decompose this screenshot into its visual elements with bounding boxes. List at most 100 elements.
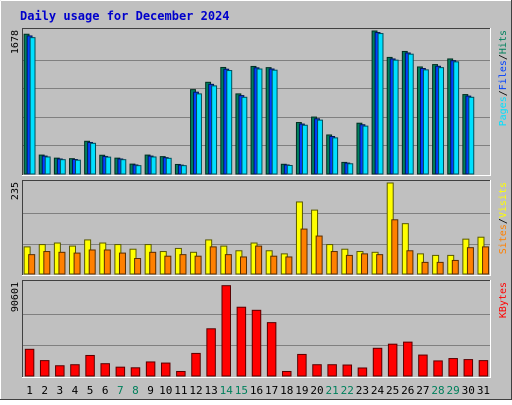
bar-kbytes-day-18	[282, 370, 292, 377]
bar-kbytes-day-31	[478, 360, 489, 377]
day-label: 20	[310, 384, 323, 397]
day-label: 12	[189, 384, 202, 397]
bar-kbytes-day-9	[145, 361, 156, 377]
bar-sites-day-13	[209, 246, 217, 275]
bar-sites-day-30	[466, 247, 474, 275]
bar-pages-day-3	[59, 159, 66, 175]
bar-pages-day-2	[44, 156, 51, 175]
day-label: 3	[57, 384, 64, 397]
legend-entry: Files	[498, 60, 509, 90]
bar-pages-day-29	[453, 61, 460, 175]
bar-pages-day-21	[332, 137, 339, 175]
bar-sites-day-26	[406, 250, 414, 275]
legend-entry: Visits	[498, 182, 509, 218]
panel-visits-sites: 235 Sites/Visits	[10, 180, 509, 276]
bar-sites-day-3	[58, 251, 66, 275]
bar-sites-day-8	[134, 258, 142, 275]
bar-kbytes-day-17	[266, 322, 277, 377]
legend-entry: /	[498, 54, 509, 60]
bar-pages-day-6	[105, 156, 112, 175]
day-label: 13	[204, 384, 217, 397]
bar-kbytes-day-7	[115, 366, 126, 377]
bar-sites-day-4	[73, 252, 81, 275]
bar-sites-day-27	[421, 261, 429, 275]
bar-pages-day-17	[271, 69, 278, 175]
bar-kbytes-day-11	[176, 370, 186, 377]
bar-sites-day-20	[315, 235, 323, 275]
bar-pages-day-22	[347, 163, 354, 175]
bar-kbytes-day-2	[39, 360, 50, 377]
bar-kbytes-day-19	[297, 353, 307, 377]
bar-kbytes-day-23	[357, 367, 368, 377]
bar-sites-day-15	[240, 256, 247, 275]
bar-sites-day-11	[179, 254, 187, 275]
chart-title: Daily usage for December 2024	[20, 9, 230, 23]
bar-pages-day-4	[75, 159, 81, 175]
bar-sites-day-9	[149, 251, 157, 275]
bar-pages-day-20	[317, 119, 323, 175]
bar-sites-day-23	[361, 253, 369, 275]
bar-kbytes-day-5	[85, 354, 95, 377]
bar-sites-day-19	[300, 228, 308, 275]
bar-kbytes-day-10	[160, 362, 171, 377]
bar-pages-day-26	[407, 53, 414, 175]
bar-kbytes-day-6	[100, 363, 110, 377]
day-label: 31	[477, 384, 490, 397]
legend-entry: KBytes	[498, 282, 509, 318]
legend-entry: Hits	[498, 30, 509, 54]
bar-kbytes-day-13	[206, 328, 216, 377]
bar-sites-day-17	[270, 255, 278, 275]
day-label: 18	[280, 384, 293, 397]
bar-kbytes-day-21	[327, 364, 337, 377]
bar-pages-day-27	[422, 69, 429, 175]
bar-kbytes-day-16	[251, 309, 262, 377]
bar-sites-day-7	[118, 252, 126, 275]
bar-kbytes-day-25	[387, 343, 398, 377]
day-label: 7	[117, 384, 124, 397]
bar-visits-day-26	[401, 223, 409, 275]
legend-entry: /	[498, 90, 509, 96]
bar-pages-day-14	[226, 70, 233, 175]
day-label: 24	[371, 384, 385, 397]
bar-kbytes-day-20	[312, 364, 322, 377]
day-label: 10	[159, 384, 172, 397]
bar-pages-day-11	[180, 165, 187, 175]
day-label: 2	[41, 384, 48, 397]
bar-sites-day-2	[43, 251, 51, 275]
bar-kbytes-day-30	[463, 359, 474, 377]
axis-max-label: 235	[10, 182, 21, 200]
bar-kbytes-day-1	[24, 348, 35, 377]
bar-pages-day-24	[377, 33, 384, 175]
bar-kbytes-day-15	[236, 306, 247, 377]
bar-pages-day-7	[120, 159, 127, 175]
bar-sites-day-10	[164, 255, 172, 275]
day-label: 11	[174, 384, 187, 397]
day-label: 16	[250, 384, 263, 397]
legend-entry: Sites	[498, 224, 509, 254]
bar-pages-day-9	[150, 156, 157, 175]
day-label: 5	[87, 384, 94, 397]
day-label: 14	[220, 384, 234, 397]
day-label: 26	[401, 384, 414, 397]
bar-sites-day-22	[345, 254, 353, 275]
bar-kbytes-day-26	[403, 341, 413, 377]
bar-kbytes-day-28	[433, 360, 443, 377]
bar-sites-day-25	[391, 219, 399, 275]
chart-panels: 1678Pages/Files/Hits235Sites/Visits90601…	[10, 28, 509, 378]
bar-pages-day-25	[392, 59, 399, 175]
bar-pages-day-23	[362, 125, 369, 175]
bar-pages-day-16	[256, 68, 263, 175]
day-label: 22	[341, 384, 354, 397]
bar-kbytes-day-24	[372, 347, 383, 377]
axis-max-label: 1678	[10, 30, 21, 54]
bar-sites-day-6	[103, 249, 111, 275]
bar-kbytes-day-29	[448, 358, 458, 377]
bar-kbytes-day-8	[130, 367, 141, 377]
bar-pages-day-5	[90, 142, 97, 175]
legend-entry: /	[498, 218, 509, 224]
bar-sites-day-18	[285, 256, 293, 275]
day-label: 25	[386, 384, 399, 397]
bar-pages-day-10	[165, 157, 172, 175]
